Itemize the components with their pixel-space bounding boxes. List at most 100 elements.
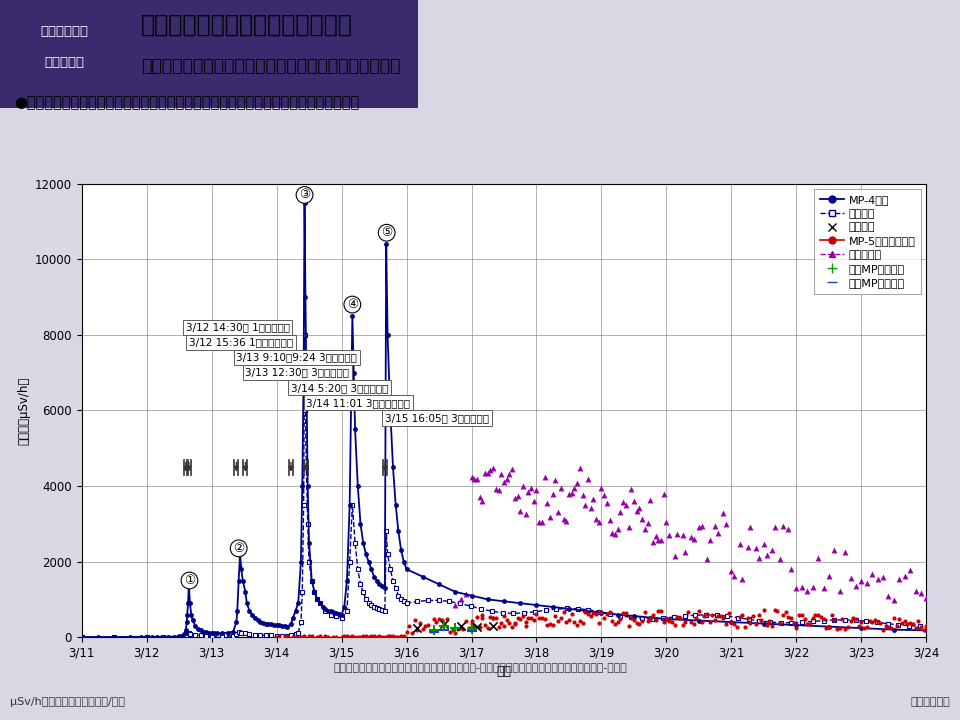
- 事務本館北: [800, 585, 815, 597]
- MP-5（西門付近）: [718, 618, 733, 630]
- MP-5（西門付近）: [504, 621, 519, 633]
- MP-5（西門付近）: [472, 621, 488, 633]
- 事務本館北: [540, 498, 555, 509]
- MP-5（西門付近）: [562, 614, 577, 626]
- 事務本館北: [929, 588, 945, 600]
- MP-5（西門付近）: [724, 616, 739, 627]
- 事務本館北: [632, 503, 647, 514]
- 正門付近: [314, 599, 325, 608]
- 事務本館北: [464, 472, 479, 483]
- MP-5（西門付近）: [486, 613, 501, 624]
- MP-5（西門付近）: [900, 618, 915, 630]
- MP-5（西門付近）: [800, 618, 815, 629]
- MP-5（西門付近）: [929, 618, 945, 629]
- MP-5（西門付近）: [510, 612, 525, 624]
- MP-4付近: [387, 463, 398, 472]
- MP-5（西門付近）: [685, 618, 701, 629]
- MP-5（西門付近）: [767, 605, 782, 616]
- Text: 原子力規制庁: 原子力規制庁: [911, 697, 950, 707]
- MP-5（西門付近）: [837, 624, 852, 635]
- MP-5（西門付近）: [895, 617, 910, 629]
- MP-5（西門付近）: [956, 618, 960, 630]
- MP-5（西門付近）: [444, 625, 460, 636]
- MP-5（西門付近）: [337, 631, 352, 642]
- MP-5（西門付近）: [935, 626, 950, 638]
- 事務本館北: [583, 503, 598, 514]
- Line: 正門付近: 正門付近: [79, 333, 923, 639]
- 事務本館北: [489, 483, 504, 495]
- MP-5（西門付近）: [835, 613, 851, 624]
- MP-5（西門付近）: [856, 622, 872, 634]
- 事務本館北: [654, 535, 669, 546]
- 事務本館北: [545, 488, 561, 500]
- 事務本館北: [919, 592, 934, 603]
- 事務本館北: [564, 487, 580, 499]
- Text: 3/12 15:36 1号機建屋爆発: 3/12 15:36 1号機建屋爆発: [189, 338, 293, 347]
- MP-5（西門付近）: [889, 620, 904, 631]
- MP-5（西門付近）: [807, 609, 823, 621]
- MP-5（西門付近）: [651, 606, 666, 617]
- MP-5（西門付近）: [364, 631, 379, 642]
- MP-5（西門付近）: [575, 618, 590, 629]
- 事務本館北: [645, 536, 660, 548]
- 事務本館北: [591, 517, 607, 528]
- MP-5（西門付近）: [401, 620, 417, 631]
- 事務本館北: [789, 582, 804, 594]
- MP-5（西門付近）: [678, 616, 693, 627]
- 事務本館北: [553, 482, 568, 494]
- MP-5（西門付近）: [670, 611, 685, 622]
- MP-5（西門付近）: [586, 607, 601, 618]
- Text: μSv/h：マイクロシーベルト/時間: μSv/h：マイクロシーベルト/時間: [10, 697, 125, 707]
- MP-5（西門付近）: [380, 630, 396, 642]
- 事務本館北: [532, 516, 547, 528]
- 事務本館北: [548, 474, 564, 486]
- 事務本館北: [559, 515, 574, 526]
- 事務本館北: [667, 550, 683, 562]
- MP-5（西門付近）: [667, 619, 683, 631]
- 事務本館北: [459, 588, 474, 600]
- 事務本館北: [526, 495, 541, 507]
- MP-5（西門付近）: [705, 609, 720, 621]
- MP-5（西門付近）: [583, 611, 598, 622]
- MP-5（西門付近）: [943, 617, 958, 629]
- 事務本館北: [892, 573, 907, 585]
- MP-5（西門付近）: [902, 618, 918, 629]
- MP-5（西門付近）: [269, 631, 284, 642]
- MP-5（西門付近）: [301, 631, 317, 642]
- MP-5（西門付近）: [591, 617, 607, 629]
- MP-5（西門付近）: [635, 615, 650, 626]
- MP-5（西門付近）: [580, 608, 595, 619]
- Text: 事故の概要: 事故の概要: [45, 55, 84, 68]
- 事務本館北: [586, 493, 601, 505]
- 事務本館北: [670, 528, 685, 539]
- MP-5（西門付近）: [353, 631, 369, 642]
- 事務本館北: [734, 573, 750, 585]
- MP-5（西門付近）: [846, 613, 861, 624]
- MP-5（西門付近）: [721, 608, 736, 619]
- 事務本館北: [876, 571, 891, 582]
- MP-5（西門付近）: [797, 613, 812, 625]
- MP-5（西門付近）: [491, 621, 506, 633]
- MP-5（西門付近）: [296, 631, 311, 642]
- 事務本館北: [837, 546, 852, 557]
- 事務本館北: [732, 539, 747, 550]
- 事務本館北: [727, 571, 742, 582]
- Line: MP-4付近: MP-4付近: [79, 200, 929, 639]
- 事務本館北: [870, 573, 885, 585]
- MP-5（西門付近）: [919, 620, 934, 631]
- MP-5（西門付近）: [626, 613, 641, 625]
- MP-5（西門付近）: [523, 612, 539, 624]
- MP-5（西門付近）: [483, 611, 498, 623]
- 正門付近: [76, 633, 87, 642]
- 事務本館北: [493, 468, 509, 480]
- MP-5（西門付近）: [764, 620, 780, 631]
- 事務本館北: [602, 514, 617, 526]
- MP-5（西門付近）: [578, 606, 593, 618]
- MP-5（西門付近）: [639, 615, 655, 626]
- MP-5（西門付近）: [447, 627, 463, 639]
- MP-5（西門付近）: [391, 631, 406, 643]
- MP-5（西門付近）: [507, 618, 522, 629]
- MP-5（西門付近）: [805, 612, 821, 624]
- 体育館脇: [469, 621, 485, 632]
- X-axis label: 日時: 日時: [496, 665, 512, 678]
